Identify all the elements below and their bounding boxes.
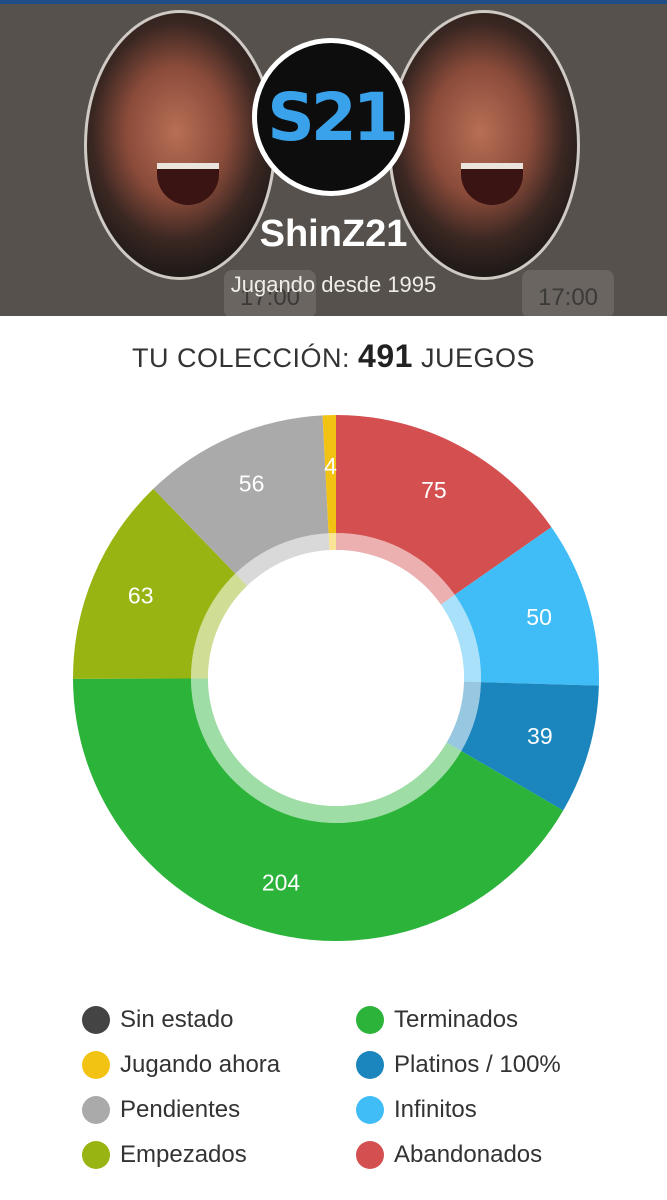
slice-value-label-abandonados: 75	[421, 477, 447, 503]
profile-header: 17:00 17:00 S21 ShinZ21 Jugando desde 19…	[0, 0, 667, 316]
slice-ring-jugando-ahora	[328, 533, 336, 551]
slice-pendientes[interactable]	[153, 415, 329, 574]
status-bar-accent	[0, 0, 667, 4]
legend-dot-icon	[356, 1096, 384, 1124]
slice-value-label-pendientes: 56	[239, 471, 265, 497]
slice-value-label-empezados: 63	[128, 582, 154, 608]
time-badge-left: 17:00	[224, 270, 316, 316]
legend-dot-icon	[82, 1051, 110, 1079]
collection-title: TU COLECCIÓN: 491 JUEGOS	[0, 338, 667, 375]
playing-since: Jugando desde 1995	[230, 272, 437, 297]
legend-label: Pendientes	[120, 1096, 241, 1123]
slice-infinitos[interactable]	[454, 527, 599, 686]
legend-item-platinos[interactable]: Platinos / 100%	[356, 1047, 561, 1083]
legend-dot-icon	[82, 1096, 110, 1124]
avatar-logo-text: S21	[267, 78, 398, 156]
profile-photo-left	[84, 10, 276, 280]
legend-item-terminados[interactable]: Terminados	[356, 1002, 518, 1038]
legend-dot-icon	[82, 1006, 110, 1034]
slice-value-label-infinitos: 50	[526, 604, 552, 630]
slice-platinos-100[interactable]	[461, 682, 599, 811]
legend-item-empezados[interactable]: Empezados	[82, 1137, 247, 1173]
avatar[interactable]: S21	[252, 38, 410, 196]
slice-value-label-terminados: 204	[262, 870, 301, 896]
slice-value-label-jugando-ahora: 4	[324, 453, 337, 479]
legend-label: Abandonados	[394, 1141, 543, 1168]
slice-ring-pendientes	[235, 533, 330, 586]
slice-ring-infinitos	[440, 594, 482, 683]
slice-ring-abandonados	[336, 533, 455, 605]
collection-suffix: JUEGOS	[420, 343, 535, 373]
legend-label: Infinitos	[394, 1096, 477, 1123]
legend-item-jugando-ahora[interactable]: Jugando ahora	[82, 1047, 280, 1083]
legend-label: Sin estado	[120, 1006, 234, 1033]
slice-empezados[interactable]	[72, 488, 236, 679]
legend-label: Jugando ahora	[120, 1051, 281, 1078]
slice-terminados[interactable]	[73, 678, 564, 941]
legend-label: Platinos / 100%	[394, 1051, 561, 1078]
slice-ring-platinos-100	[446, 681, 481, 752]
legend-item-sin-estado[interactable]: Sin estado	[82, 1002, 233, 1038]
donut-hole	[208, 550, 464, 806]
slice-ring-empezados	[191, 573, 248, 679]
slice-ring-terminados	[191, 678, 462, 823]
collection-donut-chart[interactable]: 75 50 39 204 63 56 4	[0, 380, 667, 960]
slice-abandonados[interactable]	[336, 415, 552, 595]
username: ShinZ21	[259, 213, 408, 255]
legend-label: Terminados	[394, 1006, 519, 1033]
legend-item-abandonados[interactable]: Abandonados	[356, 1137, 542, 1173]
profile-photo-right	[388, 10, 580, 280]
legend-dot-icon	[356, 1141, 384, 1169]
collection-prefix: TU COLECCIÓN:	[132, 343, 351, 373]
legend-label: Empezados	[120, 1141, 247, 1168]
legend-item-infinitos[interactable]: Infinitos	[356, 1092, 477, 1128]
collection-count: 491	[358, 338, 413, 374]
time-badge-right: 17:00	[522, 270, 614, 316]
legend-dot-icon	[356, 1051, 384, 1079]
legend-dot-icon	[356, 1006, 384, 1034]
slice-value-label-platinos-100: 39	[527, 723, 553, 749]
legend-item-pendientes[interactable]: Pendientes	[82, 1092, 240, 1128]
slice-jugando-ahora[interactable]	[322, 415, 336, 534]
legend-dot-icon	[82, 1141, 110, 1169]
